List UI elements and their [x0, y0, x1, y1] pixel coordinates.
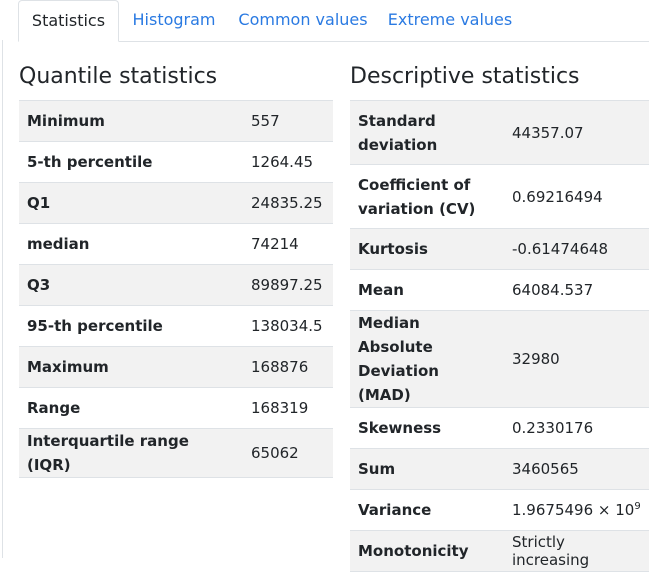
quantile-statistics-title: Quantile statistics [19, 64, 218, 89]
table-row: Standard deviation 44357.07 [350, 100, 649, 165]
row-value: 64084.537 [504, 269, 649, 311]
table-row: Maximum 168876 [19, 346, 333, 388]
row-label: Coefficient of variation (CV) [350, 164, 504, 229]
table-row: Kurtosis -0.61474648 [350, 228, 649, 270]
row-value: 32980 [504, 310, 649, 408]
row-label: 95-th percentile [19, 305, 243, 347]
row-label: Maximum [19, 346, 243, 388]
row-value: 65062 [243, 428, 333, 478]
row-value: 74214 [243, 223, 333, 265]
table-row: Q3 89897.25 [19, 264, 333, 306]
row-label: Q3 [19, 264, 243, 306]
row-label: Interquartile range (IQR) [19, 428, 243, 478]
table-row: 5-th percentile 1264.45 [19, 141, 333, 183]
quantile-statistics-table: Minimum 557 5-th percentile 1264.45 Q1 2… [19, 100, 333, 478]
row-value: 1264.45 [243, 141, 333, 183]
table-row: Sum 3460565 [350, 448, 649, 490]
table-row: Minimum 557 [19, 100, 333, 142]
row-label: Minimum [19, 100, 243, 142]
descriptive-statistics-title: Descriptive statistics [350, 64, 580, 89]
row-label: Monotonicity [350, 530, 504, 572]
table-row: Q1 24835.25 [19, 182, 333, 224]
table-row: Coefficient of variation (CV) 0.69216494 [350, 164, 649, 229]
tab-bar: Statistics Histogram Common values Extre… [18, 0, 649, 42]
row-value: 89897.25 [243, 264, 333, 306]
row-label: 5-th percentile [19, 141, 243, 183]
row-value: 1.9675496 × 109 [504, 489, 649, 531]
table-row: Variance 1.9675496 × 109 [350, 489, 649, 531]
row-value: 3460565 [504, 448, 649, 490]
row-value: 24835.25 [243, 182, 333, 224]
tab-common-values[interactable]: Common values [238, 10, 368, 29]
table-row: Range 168319 [19, 387, 333, 429]
row-value: 44357.07 [504, 100, 649, 165]
table-row: median 74214 [19, 223, 333, 265]
tab-histogram[interactable]: Histogram [132, 10, 216, 29]
table-row: Interquartile range (IQR) 65062 [19, 428, 333, 478]
row-label: Standard deviation [350, 100, 504, 165]
table-row: Median Absolute Deviation (MAD) 32980 [350, 310, 649, 408]
row-value: -0.61474648 [504, 228, 649, 270]
row-value: 168319 [243, 387, 333, 429]
variance-exponent: 9 [634, 501, 641, 512]
row-value: 168876 [243, 346, 333, 388]
panel-left-border [2, 40, 3, 558]
row-value: 0.2330176 [504, 407, 649, 449]
row-label: median [19, 223, 243, 265]
row-value: 557 [243, 100, 333, 142]
row-value: 0.69216494 [504, 164, 649, 229]
variance-mantissa: 1.9675496 × 10 [512, 501, 635, 519]
table-row: Skewness 0.2330176 [350, 407, 649, 449]
tab-extreme-values[interactable]: Extreme values [387, 10, 513, 29]
descriptive-statistics-table: Standard deviation 44357.07 Coefficient … [350, 100, 649, 572]
row-label: Range [19, 387, 243, 429]
row-value: 138034.5 [243, 305, 333, 347]
row-label: Median Absolute Deviation (MAD) [350, 310, 504, 408]
row-label: Kurtosis [350, 228, 504, 270]
row-value: Strictly increasing [504, 530, 649, 572]
row-label: Mean [350, 269, 504, 311]
tab-statistics[interactable]: Statistics [18, 0, 119, 42]
row-label: Variance [350, 489, 504, 531]
row-label: Skewness [350, 407, 504, 449]
row-label: Sum [350, 448, 504, 490]
row-label: Q1 [19, 182, 243, 224]
table-row: Monotonicity Strictly increasing [350, 530, 649, 572]
table-row: 95-th percentile 138034.5 [19, 305, 333, 347]
table-row: Mean 64084.537 [350, 269, 649, 311]
